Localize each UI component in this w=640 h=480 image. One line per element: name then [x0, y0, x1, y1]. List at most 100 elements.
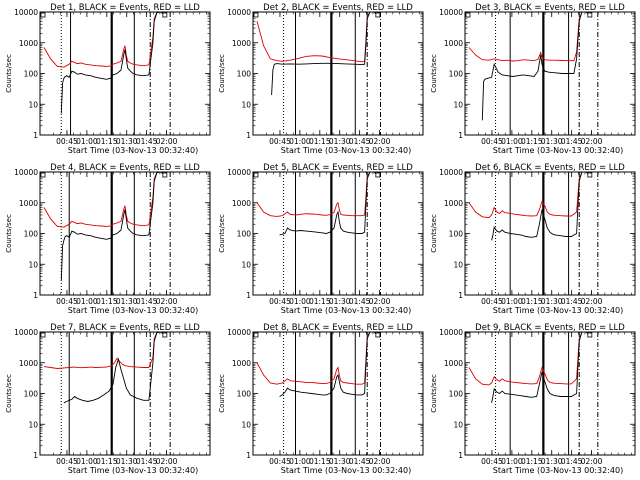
x-tick-label: 01:00 [289, 457, 311, 466]
panel-det-6: Det 6, BLACK = Events, RED = LLD 1 10 100 10… [430, 163, 636, 315]
y-tick-label: 1000 [19, 39, 38, 48]
y-tick-label: 1 [33, 451, 38, 460]
series-lld-line [468, 332, 591, 386]
y-tick-label: 10 [241, 260, 251, 269]
x-tick-label: 01:30 [116, 137, 138, 146]
x-tick-label: 01:45 [136, 297, 158, 306]
y-axis-label: Counts/sec [430, 54, 438, 93]
x-tick-label: 01:30 [541, 297, 563, 306]
y-tick-label: 1000 [444, 39, 463, 48]
x-tick-label: 01:30 [116, 457, 138, 466]
x-tick-label: 02:00 [369, 137, 391, 146]
series-lld-line [256, 172, 379, 217]
y-tick-label: 1 [33, 131, 38, 140]
x-axis-label: Start Time (03-Nov-13 00:32:40) [281, 146, 411, 155]
y-tick-label: 1 [458, 291, 463, 300]
x-tick-label: 01:45 [349, 457, 371, 466]
x-tick-label: 02:00 [581, 137, 603, 146]
y-tick-label: 10000 [227, 328, 251, 337]
series-events-line [63, 332, 166, 404]
y-axis-label: Counts/sec [218, 374, 226, 413]
x-axis-label: Start Time (03-Nov-13 00:32:40) [493, 466, 623, 475]
corner-marker [162, 172, 168, 178]
y-tick-label: 1 [33, 291, 38, 300]
y-axis-label: Counts/sec [430, 214, 438, 253]
y-tick-label: 10 [453, 100, 463, 109]
x-axis-label: Start Time (03-Nov-13 00:32:40) [493, 146, 623, 155]
x-tick-label: 02:00 [581, 297, 603, 306]
x-tick-label: 01:45 [349, 137, 371, 146]
series-lld-line [43, 332, 166, 369]
x-tick-label: 00:45 [56, 297, 78, 306]
x-tick-label: 01:15 [96, 137, 118, 146]
corner-marker [40, 12, 46, 18]
y-tick-label: 10000 [227, 168, 251, 177]
series-events-line [491, 332, 591, 403]
x-tick-label: 01:30 [541, 457, 563, 466]
panel-title: Det 9, BLACK = Events, RED = LLD [475, 323, 625, 333]
x-tick-label: 01:30 [116, 297, 138, 306]
panel-det-9: Det 9, BLACK = Events, RED = LLD 1 10 100 10… [430, 323, 636, 475]
panel-title: Det 3, BLACK = Events, RED = LLD [475, 3, 625, 13]
x-tick-label: 00:45 [481, 457, 503, 466]
corner-marker [587, 12, 593, 18]
x-tick-label: 00:45 [56, 457, 78, 466]
y-tick-label: 10000 [14, 8, 38, 17]
x-tick-label: 01:00 [501, 137, 523, 146]
y-tick-label: 10 [453, 420, 463, 429]
x-tick-label: 01:15 [96, 457, 118, 466]
x-tick-label: 01:00 [289, 297, 311, 306]
corner-marker [465, 172, 471, 178]
plot-frame [39, 11, 211, 136]
x-tick-label: 01:00 [76, 137, 98, 146]
x-tick-label: 01:45 [136, 457, 158, 466]
y-tick-label: 1 [458, 131, 463, 140]
corner-marker [587, 172, 593, 178]
series-events-line [271, 12, 379, 96]
corner-marker [253, 332, 259, 338]
y-tick-label: 10000 [14, 168, 38, 177]
corner-marker [162, 12, 168, 18]
y-axis-label: Counts/sec [430, 374, 438, 413]
x-tick-label: 01:15 [521, 297, 543, 306]
panel-title: Det 4, BLACK = Events, RED = LLD [50, 163, 200, 173]
corner-marker [40, 172, 46, 178]
x-tick-label: 01:15 [521, 457, 543, 466]
plot-frame [464, 331, 636, 456]
series-events-line [491, 172, 591, 241]
corner-marker [375, 12, 381, 18]
y-tick-label: 1 [246, 291, 251, 300]
series-events-line [60, 172, 166, 281]
y-tick-label: 10000 [227, 8, 251, 17]
plot-frame [39, 171, 211, 296]
x-tick-label: 00:45 [56, 137, 78, 146]
x-tick-label: 02:00 [581, 457, 603, 466]
panel-title: Det 5, BLACK = Events, RED = LLD [263, 163, 413, 173]
y-tick-label: 10000 [439, 168, 463, 177]
y-axis-label: Counts/sec [5, 214, 13, 253]
corner-marker [375, 172, 381, 178]
y-tick-label: 1 [246, 451, 251, 460]
panel-title: Det 6, BLACK = Events, RED = LLD [475, 163, 625, 173]
x-tick-label: 01:30 [541, 137, 563, 146]
x-axis-label: Start Time (03-Nov-13 00:32:40) [281, 466, 411, 475]
y-tick-label: 1000 [232, 359, 251, 368]
x-tick-label: 01:00 [289, 137, 311, 146]
series-lld-line [43, 12, 166, 68]
x-tick-label: 01:15 [309, 297, 331, 306]
y-tick-label: 100 [24, 70, 39, 79]
x-tick-label: 01:45 [561, 457, 583, 466]
x-tick-label: 01:00 [501, 297, 523, 306]
series-events-line [279, 332, 379, 397]
y-tick-label: 1000 [19, 359, 38, 368]
y-tick-label: 10 [453, 260, 463, 269]
y-tick-label: 1 [458, 451, 463, 460]
x-tick-label: 00:45 [269, 137, 291, 146]
panel-title: Det 8, BLACK = Events, RED = LLD [263, 323, 413, 333]
x-tick-label: 02:00 [369, 457, 391, 466]
x-tick-label: 01:30 [329, 297, 351, 306]
panel-det-8: Det 8, BLACK = Events, RED = LLD 1 10 100 10… [218, 323, 424, 475]
panel-det-7: Det 7, BLACK = Events, RED = LLD 1 10 100 10… [5, 323, 211, 475]
x-tick-label: 02:00 [369, 297, 391, 306]
y-axis-label: Counts/sec [5, 54, 13, 93]
